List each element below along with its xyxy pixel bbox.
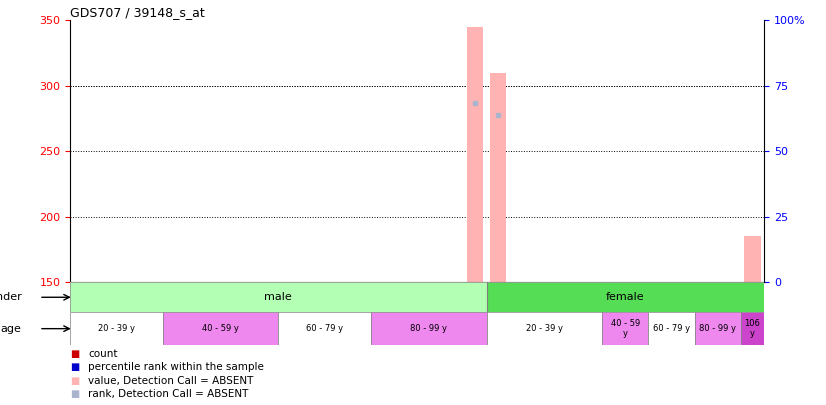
Bar: [744, 237, 761, 282]
Bar: [371, 312, 487, 345]
Bar: [487, 282, 764, 312]
Text: female: female: [606, 292, 644, 302]
Bar: [695, 312, 741, 345]
Text: percentile rank within the sample: percentile rank within the sample: [88, 362, 264, 373]
Text: 40 - 59
y: 40 - 59 y: [610, 319, 640, 338]
Bar: [278, 312, 371, 345]
Text: rank, Detection Call = ABSENT: rank, Detection Call = ABSENT: [88, 389, 249, 399]
Text: 60 - 79 y: 60 - 79 y: [653, 324, 690, 333]
Bar: [163, 312, 278, 345]
Text: ■: ■: [70, 376, 79, 386]
Text: ■: ■: [70, 389, 79, 399]
Bar: [487, 312, 602, 345]
Bar: [648, 312, 695, 345]
Text: gender: gender: [0, 292, 21, 302]
Text: 40 - 59 y: 40 - 59 y: [202, 324, 239, 333]
Bar: [741, 312, 764, 345]
Bar: [70, 282, 487, 312]
Text: GDS707 / 39148_s_at: GDS707 / 39148_s_at: [70, 6, 205, 19]
Text: value, Detection Call = ABSENT: value, Detection Call = ABSENT: [88, 376, 254, 386]
Text: 20 - 39 y: 20 - 39 y: [98, 324, 135, 333]
Bar: [70, 312, 163, 345]
Text: count: count: [88, 349, 118, 359]
Bar: [490, 72, 506, 282]
Text: age: age: [1, 324, 21, 334]
Text: male: male: [264, 292, 292, 302]
Text: 80 - 99 y: 80 - 99 y: [411, 324, 447, 333]
Text: ■: ■: [70, 362, 79, 373]
Text: 20 - 39 y: 20 - 39 y: [526, 324, 563, 333]
Text: 60 - 79 y: 60 - 79 y: [306, 324, 343, 333]
Bar: [602, 312, 648, 345]
Text: 106
y: 106 y: [744, 319, 761, 338]
Text: ■: ■: [70, 349, 79, 359]
Bar: [467, 27, 483, 282]
Text: 80 - 99 y: 80 - 99 y: [700, 324, 736, 333]
